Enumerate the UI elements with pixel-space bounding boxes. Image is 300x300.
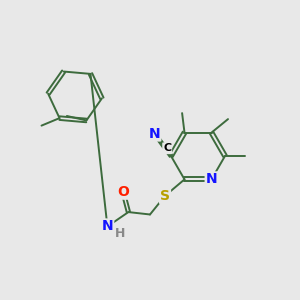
Text: C: C bbox=[163, 143, 171, 153]
Text: N: N bbox=[102, 220, 113, 233]
Text: O: O bbox=[117, 185, 129, 199]
Text: S: S bbox=[160, 189, 170, 203]
Text: H: H bbox=[115, 226, 125, 240]
Text: N: N bbox=[149, 127, 160, 140]
Text: N: N bbox=[206, 172, 217, 186]
